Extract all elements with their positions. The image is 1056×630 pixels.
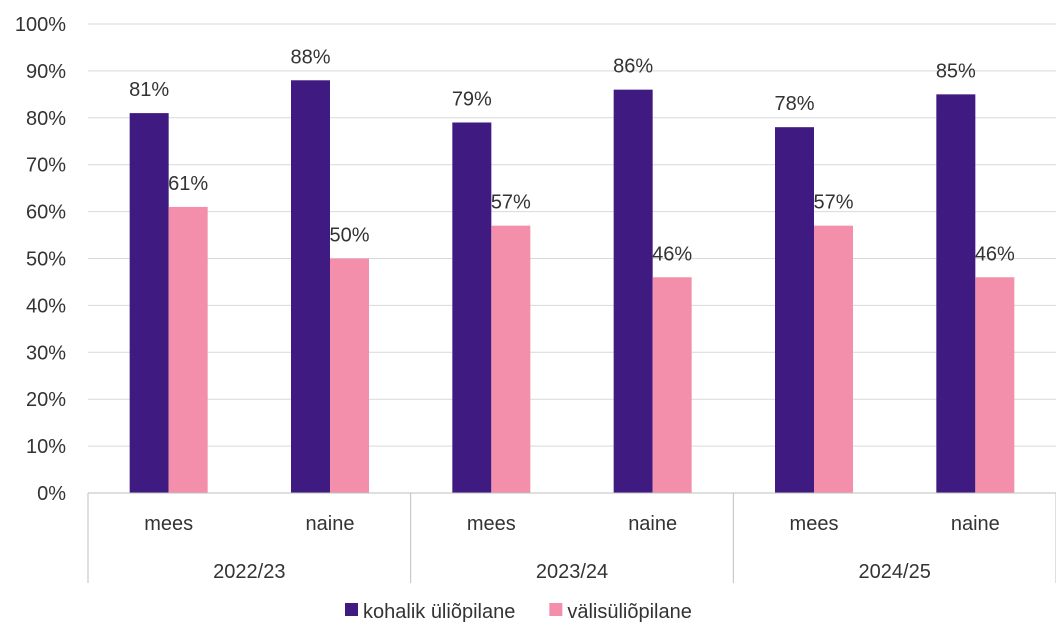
data-label: 78%: [774, 93, 814, 115]
data-label: 88%: [290, 46, 330, 68]
x-category-label: naine: [951, 513, 1000, 535]
x-group-label: 2024/25: [859, 561, 931, 583]
data-label: 50%: [329, 225, 369, 247]
bar: [168, 206, 208, 493]
bar: [814, 225, 853, 494]
y-tick-label: 20%: [26, 389, 66, 411]
y-tick-label: 10%: [26, 436, 66, 458]
y-tick-label: 60%: [26, 202, 66, 224]
y-tick-label: 50%: [26, 249, 66, 271]
data-label: 85%: [936, 60, 976, 82]
legend-swatch: [549, 603, 563, 616]
y-tick-label: 90%: [26, 61, 66, 83]
data-label: 61%: [168, 173, 208, 195]
legend-label: välisüliõpilane: [567, 601, 692, 623]
x-group-label: 2022/23: [213, 561, 285, 583]
y-tick-label: 70%: [26, 155, 66, 177]
legend-label: kohalik üliõpilane: [363, 601, 515, 623]
x-category-label: mees: [144, 513, 193, 535]
bar: [291, 80, 330, 493]
y-tick-label: 80%: [26, 108, 66, 130]
bar: [652, 277, 692, 493]
y-tick-label: 40%: [26, 295, 66, 317]
data-label: 79%: [452, 88, 492, 110]
bar: [975, 277, 1015, 493]
y-axis-ticks: 0% 10% 20% 30% 40% 50% 60% 70% 80% 90% 100%: [15, 14, 66, 505]
bars: [129, 80, 1015, 494]
x-category-label: naine: [306, 513, 355, 535]
data-label: 46%: [975, 243, 1015, 265]
legend: kohalik üliõpilane välisüliõpilane: [345, 601, 692, 623]
bar: [452, 122, 492, 494]
bar: [129, 113, 169, 494]
bar: [491, 225, 531, 494]
data-label: 57%: [813, 192, 853, 214]
bar: [613, 89, 653, 493]
y-tick-label: 100%: [15, 14, 66, 36]
data-label: 57%: [491, 192, 531, 214]
y-tick-label: 0%: [37, 483, 66, 505]
data-label: 86%: [613, 56, 653, 78]
legend-swatch: [345, 603, 358, 616]
x-category-label: mees: [467, 513, 516, 535]
data-label: 81%: [129, 79, 169, 101]
x-category-label: mees: [790, 513, 839, 535]
data-label: 46%: [652, 243, 692, 265]
bar: [936, 94, 976, 493]
x-group-label: 2023/24: [536, 561, 608, 583]
data-labels: 81% 88% 79% 86% 78% 85% 61% 50% 57% 46% 57% 46%: [129, 46, 1015, 265]
gridlines: [88, 23, 1056, 494]
bar: [775, 127, 814, 494]
x-axis: mees naine mees naine mees naine 2022/23 2023/2…: [87, 492, 1056, 583]
bar: [330, 258, 369, 493]
x-category-label: naine: [628, 513, 677, 535]
y-tick-label: 30%: [26, 342, 66, 364]
